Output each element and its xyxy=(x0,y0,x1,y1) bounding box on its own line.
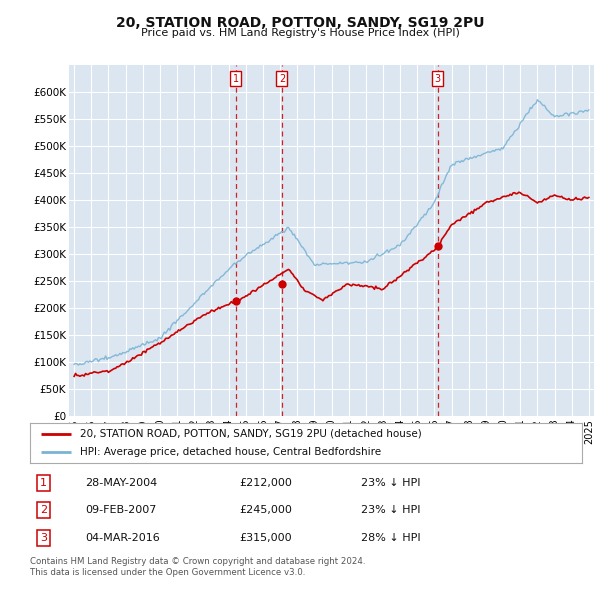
Text: £212,000: £212,000 xyxy=(240,478,293,488)
Text: This data is licensed under the Open Government Licence v3.0.: This data is licensed under the Open Gov… xyxy=(30,568,305,576)
Text: 23% ↓ HPI: 23% ↓ HPI xyxy=(361,478,421,488)
Text: 2: 2 xyxy=(279,74,285,84)
Text: 28-MAY-2004: 28-MAY-2004 xyxy=(85,478,157,488)
Text: 23% ↓ HPI: 23% ↓ HPI xyxy=(361,505,421,515)
Text: 20, STATION ROAD, POTTON, SANDY, SG19 2PU: 20, STATION ROAD, POTTON, SANDY, SG19 2P… xyxy=(116,16,484,30)
Text: 1: 1 xyxy=(233,74,239,84)
Text: 04-MAR-2016: 04-MAR-2016 xyxy=(85,533,160,543)
Text: 28% ↓ HPI: 28% ↓ HPI xyxy=(361,533,421,543)
Text: £245,000: £245,000 xyxy=(240,505,293,515)
Text: 3: 3 xyxy=(40,533,47,543)
Text: Price paid vs. HM Land Registry's House Price Index (HPI): Price paid vs. HM Land Registry's House … xyxy=(140,28,460,38)
Text: 1: 1 xyxy=(40,478,47,488)
Text: Contains HM Land Registry data © Crown copyright and database right 2024.: Contains HM Land Registry data © Crown c… xyxy=(30,557,365,566)
Text: 09-FEB-2007: 09-FEB-2007 xyxy=(85,505,157,515)
Text: £315,000: £315,000 xyxy=(240,533,292,543)
Text: HPI: Average price, detached house, Central Bedfordshire: HPI: Average price, detached house, Cent… xyxy=(80,447,381,457)
Text: 20, STATION ROAD, POTTON, SANDY, SG19 2PU (detached house): 20, STATION ROAD, POTTON, SANDY, SG19 2P… xyxy=(80,429,421,439)
Text: 2: 2 xyxy=(40,505,47,515)
Text: 3: 3 xyxy=(434,74,440,84)
